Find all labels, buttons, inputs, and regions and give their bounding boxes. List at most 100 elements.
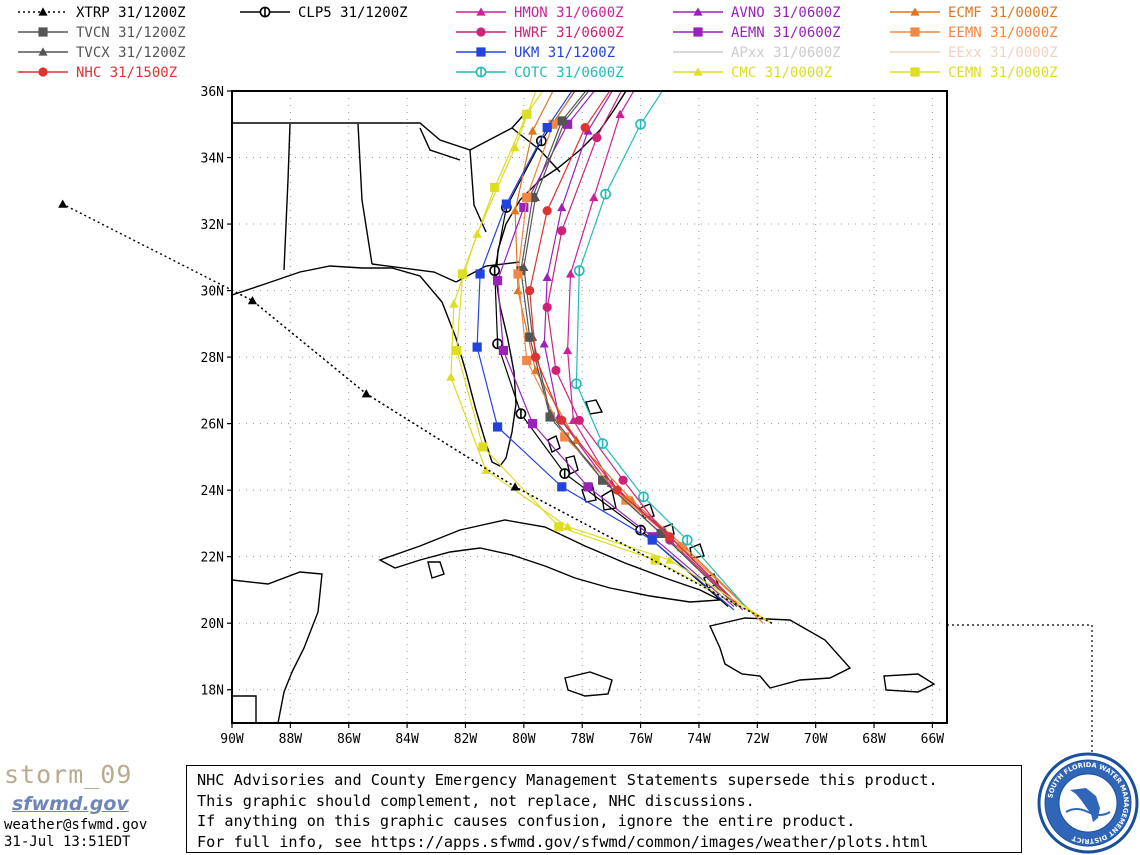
lon-tick-label: 72W: [746, 732, 770, 747]
track-point: [478, 442, 488, 452]
track-point: [522, 355, 532, 366]
lat-tick-label: 28N: [201, 351, 224, 366]
track-point: [452, 345, 462, 356]
legend-label: TVCN 31/1200Z: [76, 25, 186, 41]
lon-tick-label: 70W: [804, 732, 828, 747]
track-point: [446, 372, 456, 381]
legend-marker: [693, 7, 703, 16]
track-point: [580, 122, 590, 133]
state-border: [357, 123, 373, 265]
lon-tick-label: 86W: [337, 732, 361, 747]
track-point: [542, 302, 552, 312]
track-point: [676, 542, 687, 552]
puerto-rico-coast: [883, 673, 936, 693]
disclaimer-line: For full info, see https://apps.sfwmd.go…: [197, 832, 929, 851]
track-point: [548, 119, 558, 129]
legend-label: HWRF 31/0600Z: [514, 25, 624, 41]
legend-entry: CMC 31/0000Z: [673, 65, 832, 81]
legend-entry: TVCX 31/1200Z: [18, 45, 186, 61]
cuba-island: [427, 561, 445, 579]
track-point: [560, 116, 570, 125]
lat-tick-label: 34N: [201, 152, 224, 167]
state-border: [283, 123, 291, 271]
legend-label: CLP5 31/1200Z: [298, 5, 408, 21]
legend-entry: APxx 31/0600Z: [673, 45, 841, 61]
track-point: [557, 482, 567, 492]
legend-label: XTRP 31/1200Z: [76, 5, 186, 21]
legend-entry: CLP5 31/1200Z: [240, 5, 408, 21]
track-point: [559, 468, 571, 479]
legend-label: CMC 31/0000Z: [731, 65, 832, 81]
track-point: [525, 332, 535, 342]
track-point: [589, 192, 599, 202]
track-point: [527, 126, 538, 135]
track-point: [583, 482, 593, 492]
state-border: [371, 263, 457, 283]
xtrp-offmap-line: [62, 203, 773, 624]
track-point: [563, 345, 573, 355]
legend-label: NHC 31/1500Z: [76, 65, 177, 81]
track-point: [542, 206, 552, 216]
track-point: [647, 535, 657, 545]
track-cotc: [570, 91, 747, 607]
disclaimer-line: NHC Advisories and County Emergency Mana…: [197, 771, 938, 789]
state-border: [419, 127, 461, 161]
state-border: [232, 109, 529, 151]
track-point: [489, 265, 501, 277]
legend-marker: [476, 47, 486, 57]
lat-tick-label: 18N: [201, 684, 224, 699]
track-point: [681, 534, 693, 546]
legend-label: AEMN 31/0600Z: [731, 25, 841, 41]
track-point: [472, 342, 482, 352]
legend-entry: EExx 31/0000Z: [890, 45, 1058, 61]
legend-marker: [259, 6, 271, 18]
track-point: [519, 202, 529, 213]
track-point: [565, 269, 576, 278]
lon-tick-label: 68W: [862, 732, 886, 747]
lat-tick-label: 20N: [201, 617, 224, 632]
track-ukm: [472, 91, 735, 611]
inset-connector-line: [947, 624, 1093, 755]
legend-entry: CEMN 31/0000Z: [890, 65, 1058, 81]
sfwmd-logo-text[interactable]: sfwmd.gov: [12, 793, 129, 815]
legend-entry: AEMN 31/0600Z: [673, 25, 841, 41]
map-area: 36N 34N 32N 30N 28N 26N 24N 22N 20N 18N 90W 88W 86W 8…: [201, 85, 948, 747]
legend-label: TVCX 31/1200Z: [76, 45, 186, 61]
track-point: [573, 265, 585, 277]
track-point: [621, 495, 631, 505]
bahamas-island: [547, 435, 561, 453]
track-point: [542, 122, 552, 133]
track-point: [498, 345, 509, 356]
track-point: [481, 465, 491, 474]
legend-label: COTC 31/0600Z: [514, 65, 624, 81]
legend-label: AVNO 31/0600Z: [731, 5, 841, 21]
track-cmc: [446, 91, 773, 624]
track-point: [527, 332, 538, 341]
disclaimer-line: If anything on this graphic causes confu…: [197, 812, 856, 830]
track-point: [527, 419, 538, 429]
track-point: [615, 109, 625, 118]
track-point: [545, 409, 555, 418]
track-point: [539, 339, 549, 348]
lat-tick-label: 36N: [201, 85, 224, 100]
track-point: [542, 272, 552, 281]
track-point: [522, 109, 532, 119]
track-point: [490, 182, 500, 193]
legend-marker: [38, 27, 48, 37]
forecast-tracks: [232, 91, 773, 624]
legend-entry: XTRP 31/1200Z: [18, 5, 186, 21]
legend-entry: TVCN 31/1200Z: [18, 25, 186, 41]
contact-email[interactable]: weather@sfwmd.gov: [4, 817, 148, 833]
map-border: [231, 90, 948, 724]
track-point: [650, 555, 660, 565]
lon-tick-label: 66W: [921, 732, 945, 747]
track-point: [515, 408, 527, 420]
track-point: [597, 438, 609, 449]
legend-marker: [476, 27, 486, 37]
lon-tick-label: 78W: [570, 732, 594, 747]
track-point: [557, 226, 567, 236]
track-point: [449, 299, 459, 308]
hispaniola-coast: [709, 617, 852, 689]
lon-tick-label: 80W: [512, 732, 536, 747]
legend-entry: NHC 31/1500Z: [18, 65, 177, 81]
